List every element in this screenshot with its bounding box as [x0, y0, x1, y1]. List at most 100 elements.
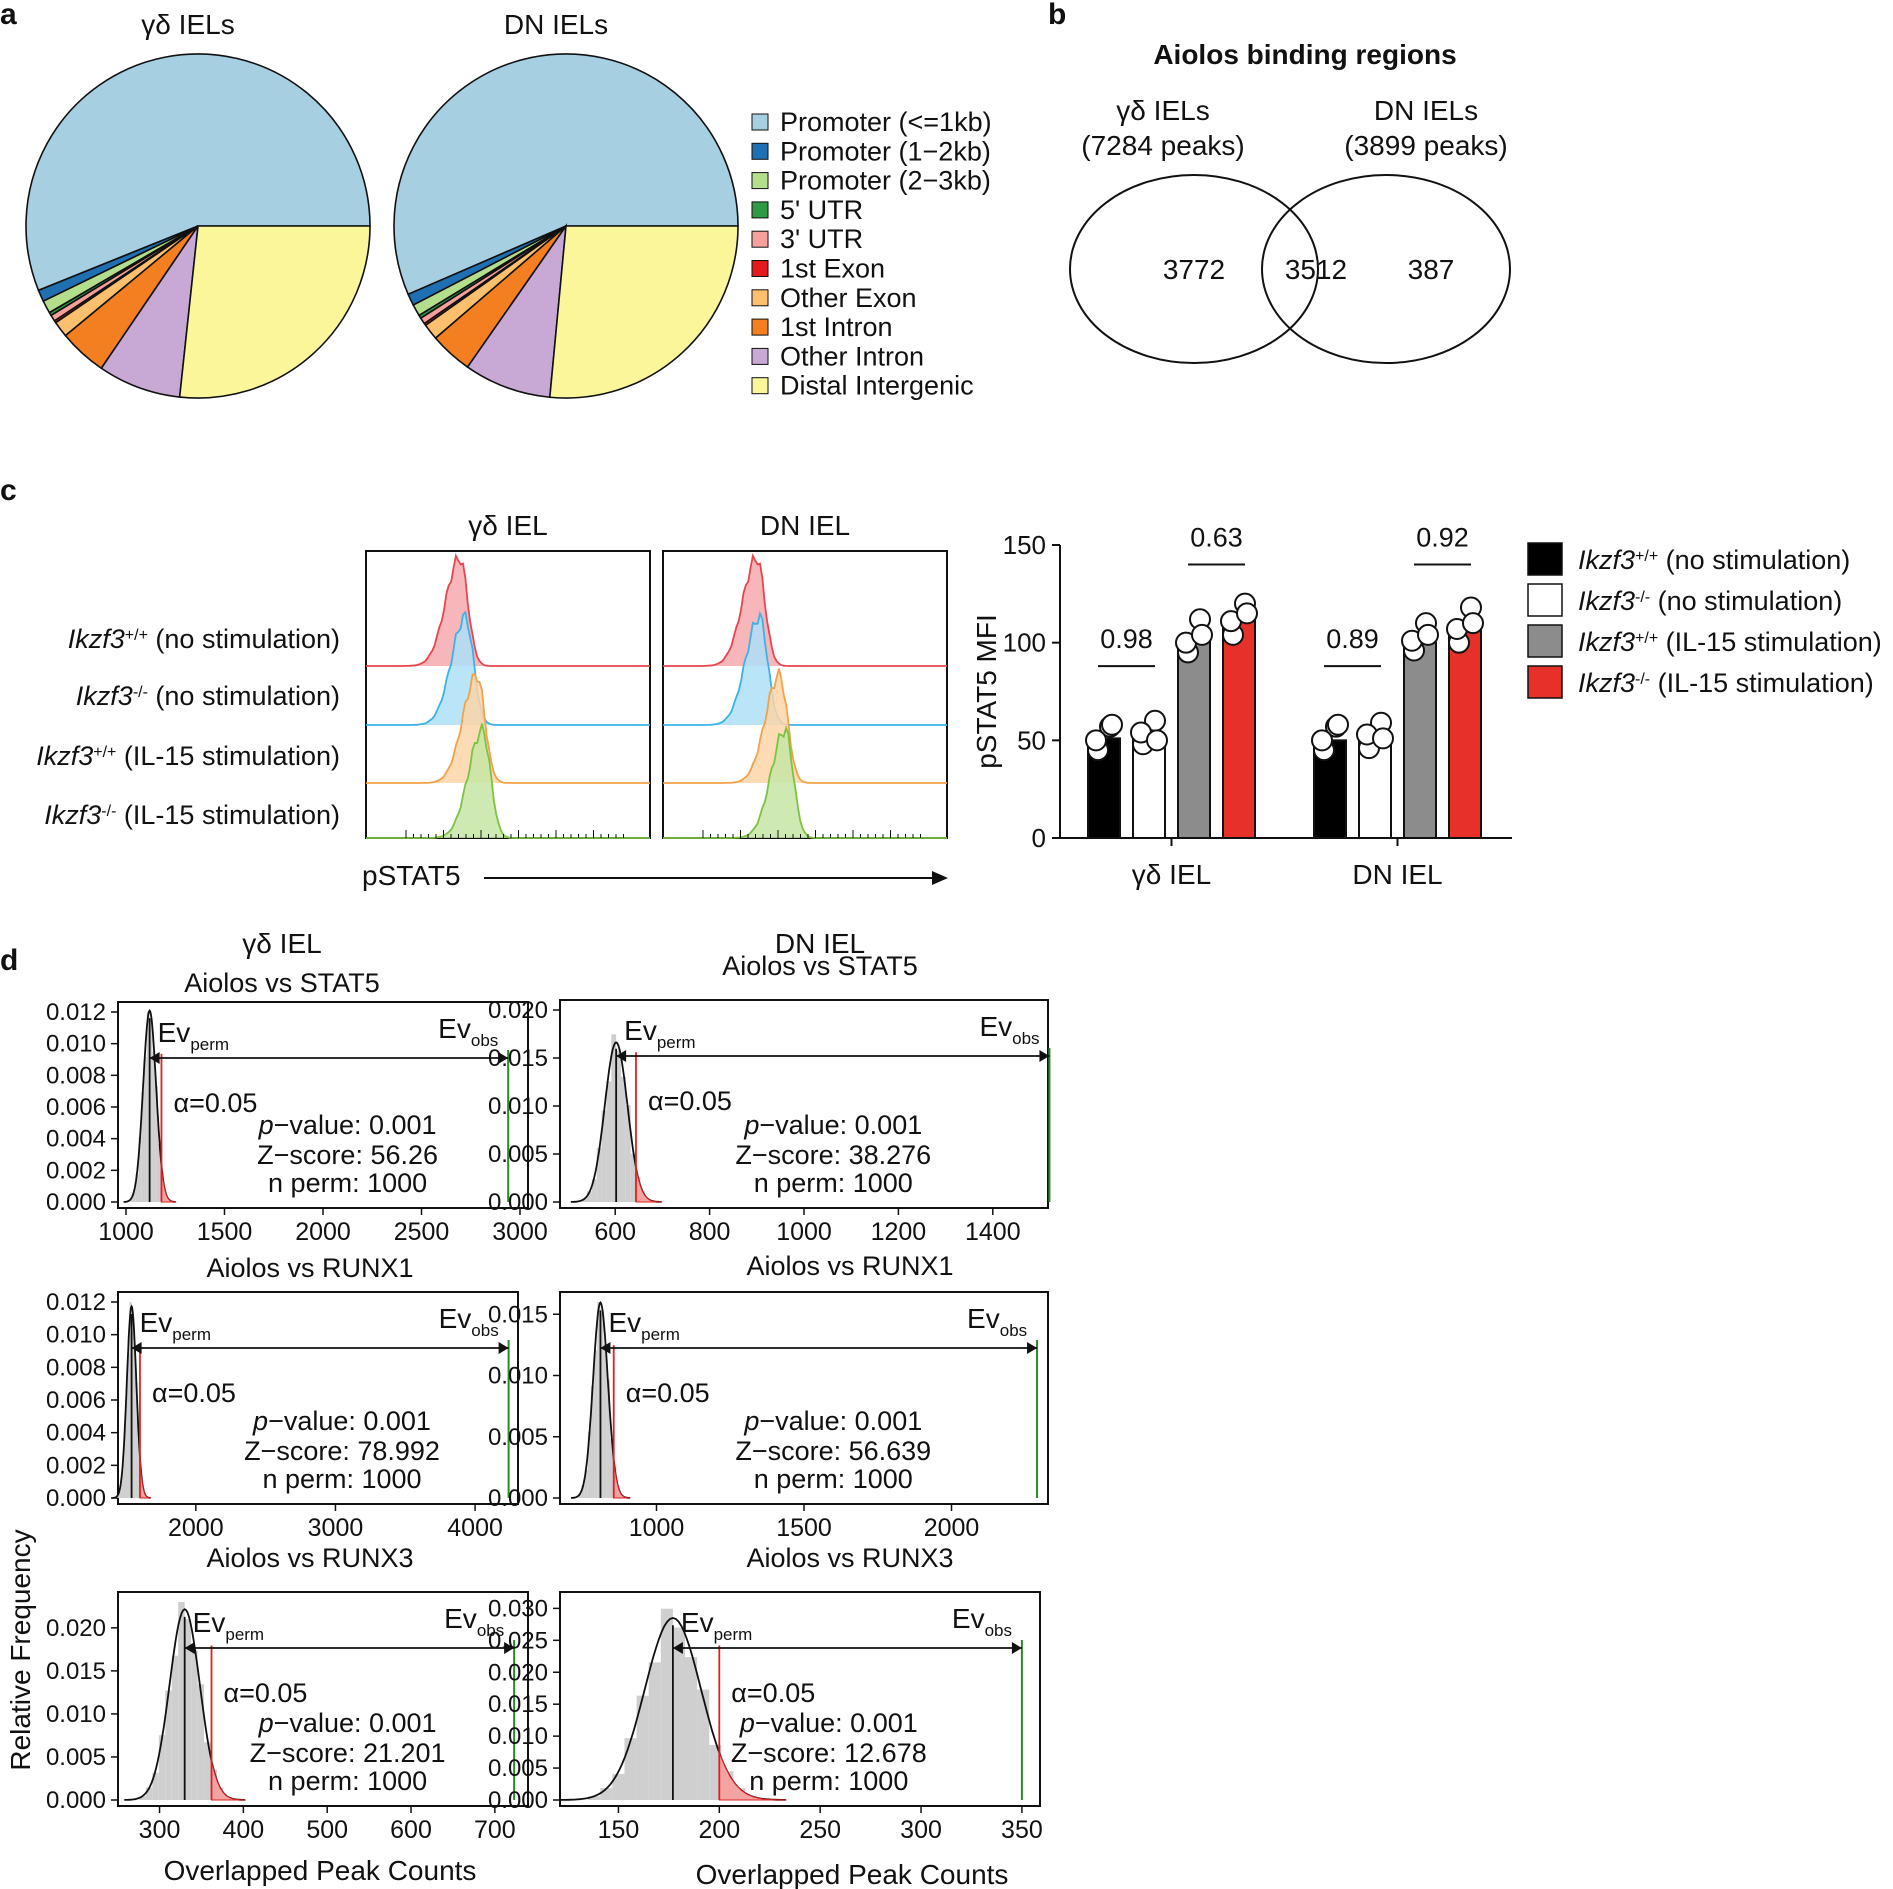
histogram-bin	[594, 1350, 598, 1498]
histogram-row-label: Ikzf3+/+ (IL-15 stimulation)	[36, 741, 340, 771]
x-tick-label: 1000	[776, 1218, 832, 1246]
legend-swatch	[751, 142, 769, 160]
ev-obs-label: Evobs	[444, 1603, 504, 1640]
panel-label-c: c	[0, 474, 17, 507]
data-point	[1372, 727, 1394, 750]
histogram-bin	[131, 1316, 134, 1498]
histogram-line	[663, 668, 947, 784]
pie-slice	[25, 53, 371, 292]
x-tick-label: 300	[900, 1816, 942, 1844]
y-tick-label: 0.004	[46, 1126, 106, 1153]
bar	[1403, 641, 1437, 840]
legend-label: 1st Exon	[780, 254, 885, 284]
p-value-value: −value: 0.001	[755, 1708, 918, 1738]
ev-subscript: obs	[471, 1321, 498, 1340]
genotype: +/+	[93, 744, 116, 761]
histogram-bin	[581, 1485, 585, 1498]
x-tick-label: 300	[139, 1816, 181, 1844]
y-tick-label: 0.012	[46, 1289, 106, 1316]
panel-label-a: a	[0, 0, 17, 31]
histogram-bin	[132, 1189, 136, 1202]
legend-label: Promoter (<=1kb)	[780, 107, 992, 137]
y-tick-label: 0.010	[46, 1322, 106, 1349]
arrow-head	[149, 1052, 160, 1064]
histogram-bin	[606, 1379, 610, 1498]
plot-title: Aiolos vs RUNX3	[206, 1543, 413, 1573]
x-tick-label: 600	[390, 1816, 432, 1844]
histogram-bin	[145, 1787, 153, 1800]
alpha-label: α=0.05	[731, 1678, 815, 1708]
gene-name: Ikzf3	[1578, 627, 1635, 657]
y-tick-label: 0.006	[46, 1094, 106, 1121]
histogram-bin	[587, 1431, 591, 1498]
histogram-bin	[624, 1738, 637, 1800]
y-tick-label: 0.020	[488, 1659, 548, 1686]
bar	[1222, 616, 1256, 839]
y-tick-label: 0.010	[488, 1363, 548, 1390]
histogram-bin	[620, 1076, 626, 1202]
plot-title: Aiolos vs RUNX1	[206, 1253, 413, 1283]
ev-obs-label: Evobs	[967, 1303, 1027, 1340]
bar	[1177, 639, 1211, 839]
gene-name: Ikzf3	[1578, 545, 1635, 575]
legend-label: 1st Intron	[780, 312, 893, 342]
n-perm-text: n perm: 1000	[754, 1464, 913, 1494]
y-tick-label: 50	[1017, 725, 1046, 755]
legend-label: Ikzf3-/- (IL-15 stimulation)	[1578, 668, 1874, 698]
y-tick-label: 0.015	[46, 1658, 106, 1685]
y-tick-label: 0.015	[488, 1045, 548, 1072]
ev-subscript: perm	[657, 1033, 696, 1052]
alpha-tail	[613, 1459, 631, 1499]
legend-swatch	[1527, 624, 1563, 658]
n-perm-text: n perm: 1000	[749, 1766, 908, 1796]
y-tick-label: 0.020	[488, 997, 548, 1024]
data-point	[1236, 602, 1258, 625]
y-tick-label: 0.000	[488, 1189, 548, 1216]
venn-only-count: 3772	[1163, 254, 1225, 285]
ev-obs-label: Evobs	[439, 1303, 499, 1340]
x-tick-label: 800	[689, 1218, 731, 1246]
ev-perm-label: Evperm	[140, 1307, 211, 1344]
x-tick-label: 3000	[308, 1514, 364, 1542]
p-value-text: p−value: 0.001	[258, 1110, 437, 1140]
histogram-bin	[609, 1438, 614, 1498]
genotype: -/-	[133, 684, 148, 701]
histogram-bin	[146, 1012, 150, 1202]
ev-text: Ev	[439, 1303, 472, 1334]
x-tick-label: 1500	[776, 1514, 832, 1542]
histogram-bin	[165, 1690, 172, 1800]
p-symbol: p	[739, 1708, 755, 1738]
histogram-bin	[155, 1085, 158, 1202]
gene-name: Ikzf3	[44, 800, 101, 830]
genotype: +/+	[125, 627, 148, 644]
x-tick-label: 1000	[629, 1514, 685, 1542]
arrow-head	[184, 1642, 195, 1654]
z-score-text: Z−score: 56.26	[257, 1140, 438, 1170]
alpha-tail	[635, 1167, 663, 1203]
pie-slice	[548, 225, 739, 399]
n-perm-text: n perm: 1000	[268, 1766, 427, 1796]
ev-text: Ev	[967, 1303, 1000, 1334]
n-perm-text: n perm: 1000	[262, 1464, 421, 1494]
arrow-head	[616, 1050, 627, 1062]
arrow-head	[1039, 1050, 1050, 1062]
p-value-text: p−value: 0.001	[258, 1708, 437, 1738]
p-value-text: p−value: 0.001	[252, 1406, 431, 1436]
ev-subscript: perm	[225, 1625, 264, 1644]
histogram-fill	[663, 613, 947, 725]
legend-swatch	[751, 230, 769, 248]
ev-text: Ev	[158, 1017, 191, 1048]
histogram-fill	[366, 673, 650, 783]
ev-text: Ev	[193, 1607, 226, 1638]
z-score-text: Z−score: 38.276	[735, 1140, 931, 1170]
p-value-label: 0.92	[1416, 523, 1469, 553]
histogram-bin	[135, 1381, 138, 1498]
data-point	[1417, 623, 1439, 646]
panel-b: Aiolos binding regions γδ IELs (7284 peaks…	[1069, 39, 1511, 364]
legend-label: Promoter (1−2kb)	[780, 136, 991, 166]
histogram-column-title: DN IEL	[760, 510, 850, 541]
alpha-label: α=0.05	[173, 1088, 257, 1118]
histogram-bin	[197, 1684, 205, 1800]
ev-obs-label: Evobs	[438, 1013, 498, 1050]
